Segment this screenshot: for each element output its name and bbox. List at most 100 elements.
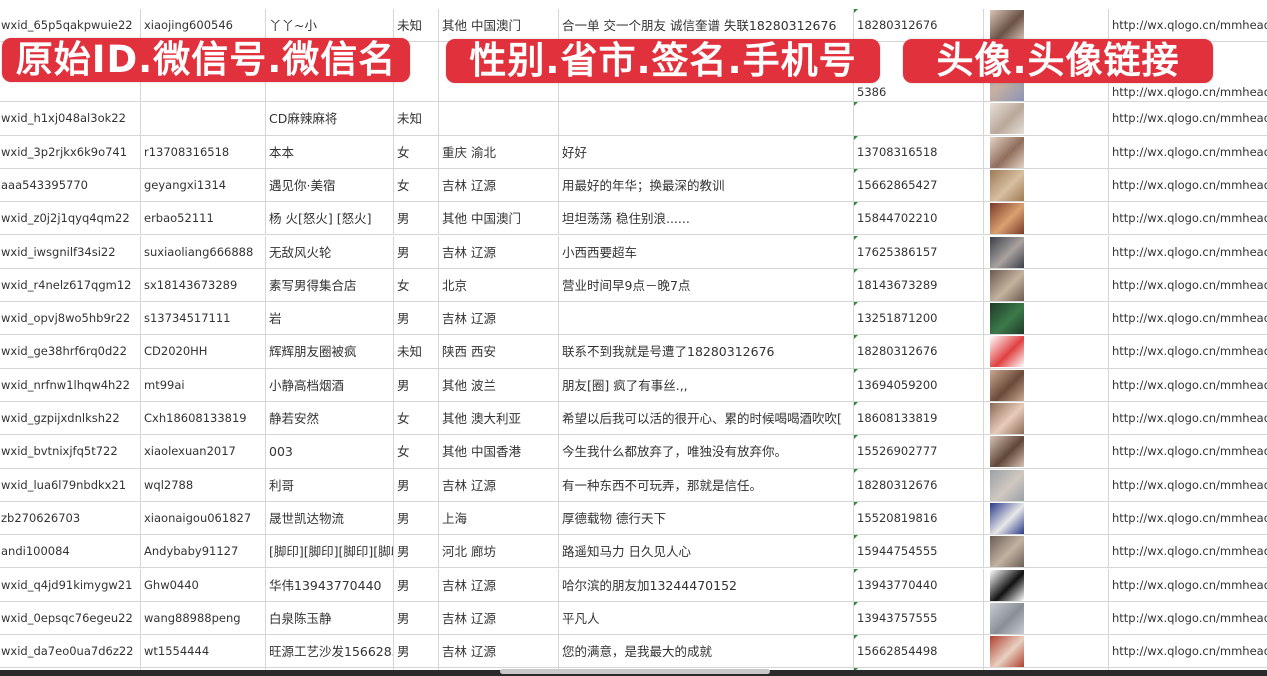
gender-cell[interactable]: 男 bbox=[394, 601, 439, 635]
region-cell[interactable]: 吉林 辽源 bbox=[439, 468, 559, 501]
region-cell[interactable]: 吉林 辽源 bbox=[439, 235, 559, 268]
avatar-url-cell[interactable]: http://wx.qlogo.cn/mmhead bbox=[1112, 111, 1267, 126]
wechat-id-cell[interactable]: s13734517111 bbox=[141, 302, 266, 335]
wechat-name-cell[interactable]: 003 bbox=[266, 435, 394, 468]
wechat-name-cell[interactable]: [脚印][脚印][脚印][脚印] bbox=[266, 535, 394, 568]
wechat-name-cell[interactable]: 素写男得集合店 bbox=[266, 268, 394, 302]
avatar-url-cell[interactable]: http://wx.qlogo.cn/mmhead bbox=[1112, 18, 1267, 32]
phone-cell[interactable]: 15844702210 bbox=[854, 202, 984, 235]
gender-cell[interactable]: 男 bbox=[394, 535, 439, 568]
phone-cell[interactable]: 15526902777 bbox=[854, 435, 984, 468]
phone-cell[interactable]: 13708316518 bbox=[854, 135, 984, 168]
original-id-cell[interactable]: wxid_3p2rjkx6k9o741 bbox=[0, 135, 141, 168]
gender-cell[interactable] bbox=[394, 42, 439, 102]
signature-cell[interactable]: 合一单 交一个朋友 诚信奎谱 失联18280312676 bbox=[559, 9, 854, 42]
wechat-name-cell[interactable] bbox=[266, 668, 394, 670]
wechat-id-cell[interactable]: sx18143673289 bbox=[141, 268, 266, 302]
avatar-url-cell[interactable]: http://wx.qlogo.cn/mmhead bbox=[1112, 544, 1267, 559]
original-id-cell[interactable]: wxid_q4jd91kimygw21 bbox=[0, 568, 141, 601]
gender-cell[interactable]: 女 bbox=[394, 402, 439, 435]
wechat-name-cell[interactable]: 小静高档烟酒 bbox=[266, 368, 394, 401]
avatar-cell[interactable] bbox=[984, 601, 1109, 635]
avatar-url-cell[interactable]: http://wx.qlogo.cn/mmhead bbox=[1112, 510, 1267, 525]
wechat-id-cell[interactable]: mt99ai bbox=[141, 368, 266, 401]
wechat-id-cell[interactable]: wt1554444 bbox=[141, 635, 266, 668]
signature-cell[interactable]: 今生我什么都放弃了，唯独没有放弃你。 bbox=[559, 435, 854, 468]
wechat-name-cell[interactable]: 岩 bbox=[266, 302, 394, 335]
region-cell[interactable]: 吉林 辽源 bbox=[439, 168, 559, 202]
phone-cell[interactable]: 18280312676 bbox=[854, 9, 984, 42]
region-cell[interactable]: 上海 bbox=[439, 501, 559, 535]
avatar-cell[interactable] bbox=[984, 435, 1109, 468]
avatar-url-cell[interactable]: http://wx.qlogo.cn/mmhead bbox=[1112, 644, 1267, 659]
region-cell[interactable]: 陕西 西安 bbox=[439, 335, 559, 368]
signature-cell[interactable]: 平凡人 bbox=[559, 601, 854, 635]
region-cell[interactable]: 其他 中国澳门 bbox=[439, 202, 559, 235]
phone-cell[interactable]: 13943770440 bbox=[854, 568, 984, 601]
avatar-cell[interactable] bbox=[984, 168, 1109, 202]
region-cell[interactable]: 重庆 渝北 bbox=[439, 135, 559, 168]
signature-cell[interactable]: 朋友[圈] 疯了有事丝.,, bbox=[559, 368, 854, 401]
avatar-url-cell[interactable]: http://wx.qlogo.cn/mmhead bbox=[1112, 377, 1267, 392]
avatar-cell[interactable] bbox=[984, 402, 1109, 435]
avatar-url-cell[interactable]: http://wx.qlogo.cn/mmhead bbox=[1112, 211, 1267, 226]
signature-cell[interactable] bbox=[559, 302, 854, 335]
original-id-cell[interactable]: wxid_z0j2j1qyq4qm22 bbox=[0, 202, 141, 235]
phone-cell[interactable]: 15662854498 bbox=[854, 635, 984, 668]
wechat-id-cell[interactable]: wang88988peng bbox=[141, 601, 266, 635]
avatar-cell[interactable] bbox=[984, 302, 1109, 335]
phone-cell[interactable]: 18143673289 bbox=[854, 268, 984, 302]
avatar-url-cell[interactable]: http://wx.qlogo.cn/mmhead bbox=[1112, 577, 1267, 592]
region-cell[interactable]: 其他 中国香港 bbox=[439, 435, 559, 468]
phone-cell[interactable]: 18280312676 bbox=[854, 335, 984, 368]
wechat-id-cell[interactable]: CD2020HH bbox=[141, 335, 266, 368]
avatar-url-cell[interactable]: http://wx.qlogo.cn/mmhead bbox=[1112, 85, 1267, 100]
original-id-cell[interactable]: wxid_opvj8wo5hb9r22 bbox=[0, 302, 141, 335]
phone-cell[interactable]: 18280312676 bbox=[854, 468, 984, 501]
wechat-id-cell[interactable]: xiaojing600546 bbox=[141, 9, 266, 42]
wechat-name-cell[interactable]: 华伟13943770440 bbox=[266, 568, 394, 601]
signature-cell[interactable]: 希望以后我可以活的很开心、累的时候喝喝酒吹吹[ bbox=[559, 402, 854, 435]
gender-cell[interactable]: 男 bbox=[394, 302, 439, 335]
original-id-cell[interactable]: wxid_nrfnw1lhqw4h22 bbox=[0, 368, 141, 401]
wechat-id-cell[interactable]: xiaolexuan2017 bbox=[141, 435, 266, 468]
region-cell[interactable]: 吉林 辽源 bbox=[439, 568, 559, 601]
avatar-url-cell[interactable]: http://wx.qlogo.cn/mmhead bbox=[1112, 277, 1267, 292]
original-id-cell[interactable]: zb270626703 bbox=[0, 501, 141, 535]
region-cell[interactable] bbox=[439, 102, 559, 135]
original-id-cell[interactable]: wxid_r4nelz617qgm12 bbox=[0, 268, 141, 302]
avatar-cell[interactable] bbox=[984, 268, 1109, 302]
avatar-cell[interactable] bbox=[984, 335, 1109, 368]
signature-cell[interactable]: 有一种东西不可玩弄，那就是信任。 bbox=[559, 468, 854, 501]
signature-cell[interactable]: 路遥知马力 日久见人心 bbox=[559, 535, 854, 568]
region-cell[interactable]: 吉林 辽源 bbox=[439, 635, 559, 668]
phone-cell[interactable]: 13251871200 bbox=[854, 302, 984, 335]
signature-cell[interactable]: 营业时间早9点－晚7点 bbox=[559, 268, 854, 302]
wechat-name-cell[interactable]: 静若安然 bbox=[266, 402, 394, 435]
signature-cell[interactable]: 好好 bbox=[559, 135, 854, 168]
gender-cell[interactable]: 男 bbox=[394, 635, 439, 668]
region-cell[interactable]: 北京 bbox=[439, 268, 559, 302]
signature-cell[interactable]: 您的满意，是我最大的成就 bbox=[559, 635, 854, 668]
phone-cell[interactable]: 15944754555 bbox=[854, 535, 984, 568]
wechat-id-cell[interactable]: Cxh18608133819 bbox=[141, 402, 266, 435]
wechat-name-cell[interactable]: 丫丫~小 bbox=[266, 9, 394, 42]
horizontal-scrollbar[interactable] bbox=[500, 669, 770, 674]
gender-cell[interactable]: 男 bbox=[394, 501, 439, 535]
gender-cell[interactable]: 男 bbox=[394, 368, 439, 401]
signature-cell[interactable]: 联系不到我就是号遭了18280312676 bbox=[559, 335, 854, 368]
wechat-name-cell[interactable]: 本本 bbox=[266, 135, 394, 168]
original-id-cell[interactable]: wxid_lua6l79nbdkx21 bbox=[0, 468, 141, 501]
region-cell[interactable]: 其他 澳大利亚 bbox=[439, 402, 559, 435]
gender-cell[interactable]: 男 bbox=[394, 468, 439, 501]
phone-cell[interactable] bbox=[854, 668, 984, 670]
wechat-id-cell[interactable]: suxiaoliang666888 bbox=[141, 235, 266, 268]
region-cell[interactable]: 吉林 辽源 bbox=[439, 302, 559, 335]
avatar-cell[interactable] bbox=[984, 202, 1109, 235]
avatar-cell[interactable] bbox=[984, 9, 1109, 42]
avatar-url-cell[interactable]: http://wx.qlogo.cn/mmhead bbox=[1112, 444, 1267, 459]
wechat-name-cell[interactable]: 利哥 bbox=[266, 468, 394, 501]
wechat-id-cell[interactable]: Andybaby91127 bbox=[141, 535, 266, 568]
original-id-cell[interactable] bbox=[0, 668, 141, 670]
avatar-cell[interactable] bbox=[984, 102, 1109, 135]
